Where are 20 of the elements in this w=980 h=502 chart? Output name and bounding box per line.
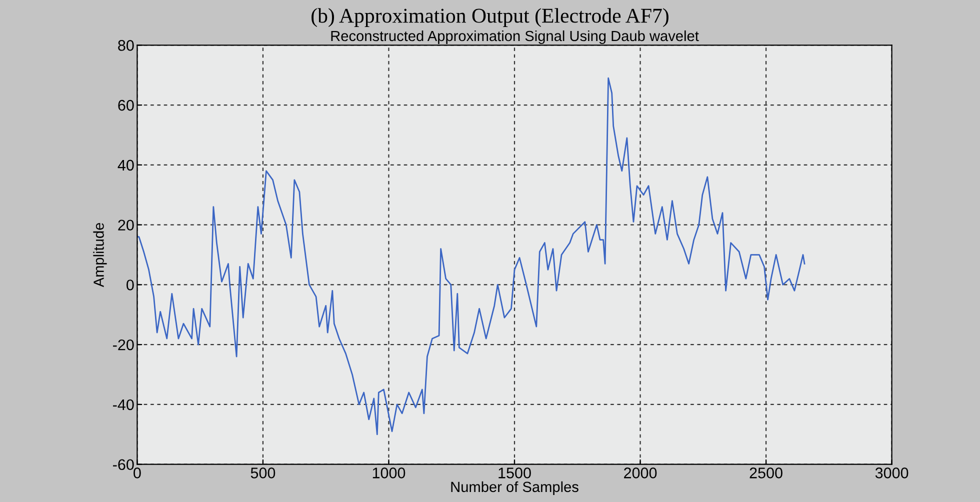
chart-subtitle: Reconstructed Approximation Signal Using Daub wavelet (331, 30, 699, 44)
y-tick-label: 0 (126, 280, 134, 290)
y-tick-label: 20 (118, 220, 134, 231)
y-tick-label: -20 (113, 339, 134, 350)
y-axis-title: Amplitude (93, 222, 107, 288)
x-tick-label: 2000 (624, 468, 657, 478)
y-tick-label: 40 (118, 160, 134, 171)
y-tick-label: 60 (118, 100, 134, 111)
y-tick-label: -60 (113, 459, 134, 470)
y-tick-label: 80 (118, 40, 134, 51)
x-axis-title: Number of Samples (451, 481, 578, 495)
x-tick-label: 1000 (372, 468, 406, 478)
line-series (137, 77, 806, 436)
y-tick-label: -40 (113, 399, 134, 410)
chart-title: (b) Approximation Output (Electrode AF7) (312, 8, 668, 28)
x-tick-label: 2500 (750, 468, 782, 478)
x-tick-label: 1500 (498, 468, 531, 478)
x-tick-label: 3000 (875, 468, 908, 478)
x-tick-label: 500 (250, 468, 276, 478)
x-tick-label: 0 (134, 468, 141, 478)
